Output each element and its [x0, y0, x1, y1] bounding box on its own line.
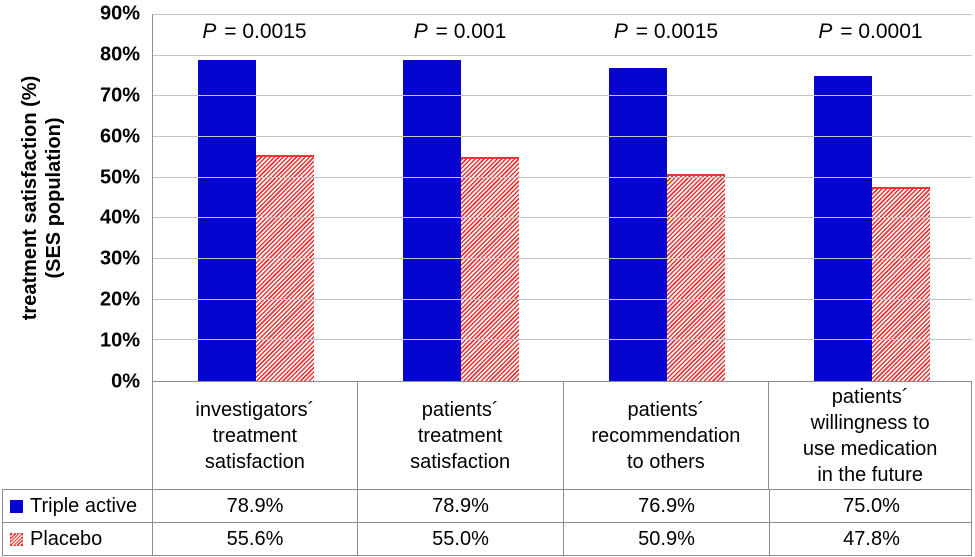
p-value-text: = 0.0015 [218, 20, 307, 43]
gridline [153, 339, 972, 341]
bar-placebo [871, 186, 930, 381]
bar-triple-active [197, 60, 256, 381]
legend-label: Placebo [30, 527, 103, 550]
bar-group [358, 15, 564, 381]
p-value-label: P = 0.0015 [563, 20, 769, 46]
bars-layer [153, 15, 972, 381]
legend-label: Triple active [30, 494, 138, 517]
plot-area [152, 14, 972, 382]
table-value: 76.9% [564, 490, 770, 522]
bar-triple-active [403, 60, 461, 381]
legend-cell: Placebo [3, 523, 153, 555]
data-table: Triple active 78.9% 78.9% 76.9% 75.0% Placebo… [2, 489, 972, 556]
y-tick-label: 10% [99, 329, 140, 352]
gridline [153, 258, 972, 259]
legend-marker-triple-active [10, 499, 23, 513]
table-value: 47.8% [843, 527, 900, 550]
y-tick-label: 70% [99, 84, 140, 107]
y-tick-label: 90% [99, 2, 140, 25]
p-value-annotations: P = 0.0015 P = 0.001 P = 0.0015 P = 0.0001 [152, 20, 972, 46]
y-tick-label: 20% [99, 288, 140, 311]
legend-cell: Triple active [3, 490, 153, 522]
legend-marker-placebo [10, 532, 23, 546]
bar-group [564, 15, 770, 381]
bar-placebo [667, 174, 725, 381]
p-value-text: = 0.0015 [629, 20, 719, 43]
p-value-label: P = 0.0001 [769, 20, 972, 46]
y-tick-label: 40% [99, 206, 140, 229]
gridline [153, 95, 972, 97]
gridline [153, 217, 972, 219]
y-tick-label: 80% [99, 43, 140, 66]
gridline [153, 298, 972, 300]
table-value: 75.0% [843, 494, 900, 517]
y-tick-label: 30% [99, 247, 140, 270]
p-value-label: P = 0.001 [357, 20, 563, 46]
gridline [153, 54, 972, 56]
y-tick-label: 50% [99, 166, 140, 189]
p-symbol: P [613, 20, 628, 43]
bar-placebo [461, 157, 519, 381]
table-value: 78.9% [358, 490, 564, 522]
bar-placebo [255, 154, 314, 381]
p-value-text: = 0.0001 [834, 20, 923, 43]
bar-triple-active [813, 76, 872, 381]
table-row: Triple active 78.9% 78.9% 76.9% 75.0% [3, 490, 971, 523]
bar-group [770, 15, 973, 381]
p-value-text: = 0.001 [429, 20, 507, 43]
table-value: 55.6% [153, 523, 358, 555]
category-label: patients´ treatment satisfaction [358, 382, 564, 489]
category-label: investigators´ treatment satisfaction [153, 382, 358, 489]
gridline [153, 176, 972, 178]
p-symbol: P [818, 20, 833, 43]
y-tick-label: 60% [99, 125, 140, 148]
gridline [153, 136, 972, 137]
bar-triple-active [609, 68, 667, 381]
table-value: 55.0% [358, 523, 564, 555]
x-axis-category-labels: investigators´ treatment satisfaction pat… [152, 382, 972, 489]
table-value: 50.9% [564, 523, 770, 555]
p-symbol: P [202, 20, 217, 43]
category-label: patients´ recommendation to others [564, 382, 770, 489]
p-value-label: P = 0.0015 [152, 20, 357, 46]
bar-group [153, 15, 358, 381]
y-tick-label: 0% [111, 370, 140, 393]
category-label: patients´ willingness to use medication … [769, 382, 972, 489]
p-symbol: P [413, 20, 428, 43]
table-value: 78.9% [153, 490, 358, 522]
y-axis-tick-labels: 0% 10% 20% 30% 40% 50% 60% 70% 80% 90% [0, 3, 140, 393]
table-row: Placebo 55.6% 55.0% 50.9% 47.8% [3, 523, 971, 555]
